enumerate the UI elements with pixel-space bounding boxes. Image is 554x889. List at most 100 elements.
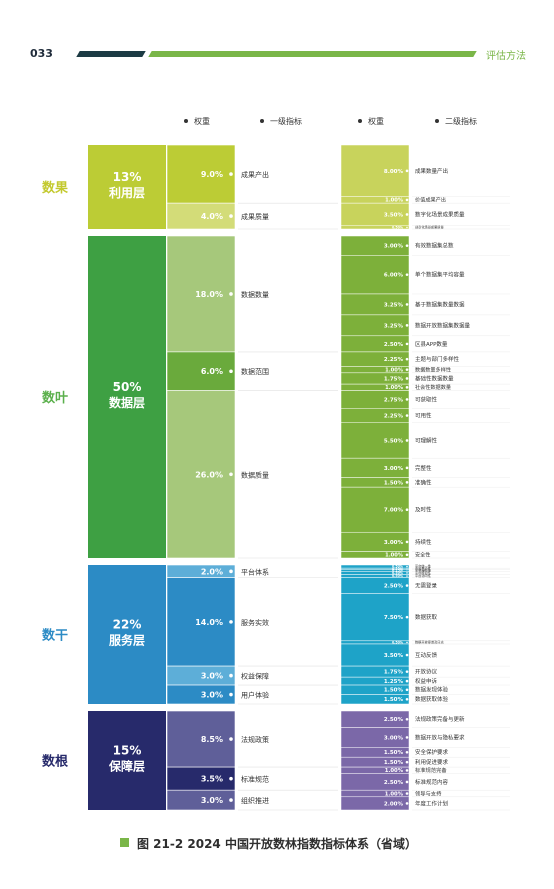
level2-block bbox=[340, 422, 410, 459]
layer-label: 数根 bbox=[42, 754, 69, 770]
level2-dot-icon bbox=[405, 508, 409, 512]
level1-weight: 9.0% bbox=[201, 170, 223, 179]
level2-name: 平台导航性 bbox=[415, 568, 432, 573]
level1-name: 法规政策 bbox=[241, 735, 269, 744]
level2-name: 基础性数据数量 bbox=[415, 374, 454, 382]
layer-weight: 15% bbox=[113, 744, 142, 758]
level2-dot-icon bbox=[405, 553, 409, 557]
layer-name: 利用层 bbox=[109, 185, 145, 200]
level2-dot-icon bbox=[405, 303, 409, 306]
level2-dot-icon bbox=[405, 377, 409, 380]
level2-weight: 2.50% bbox=[384, 583, 404, 589]
level2-weight: 1.00% bbox=[385, 198, 403, 204]
level1-dot-icon bbox=[229, 620, 233, 624]
level2-dot-icon bbox=[405, 750, 409, 754]
level2-dot-icon bbox=[405, 357, 409, 361]
level2-name: 数据发现体验 bbox=[415, 686, 449, 694]
layer-weight: 13% bbox=[113, 170, 142, 184]
level2-name: 平台协同性 bbox=[415, 573, 432, 578]
level2-block bbox=[340, 144, 410, 197]
level2-dot-icon bbox=[405, 481, 409, 484]
level2-dot-icon bbox=[405, 717, 409, 721]
level2-name: 可用性 bbox=[415, 411, 432, 419]
header-dot-icon bbox=[184, 119, 188, 123]
level2-dot-icon bbox=[405, 273, 409, 276]
level2-dot-icon bbox=[406, 641, 408, 644]
level2-name: 单个数据集平均容量 bbox=[415, 271, 465, 279]
level2-weight: 2.00% bbox=[384, 801, 404, 807]
layer-block bbox=[88, 565, 166, 704]
level2-name: 安全性 bbox=[415, 551, 430, 559]
level2-weight: 1.75% bbox=[384, 376, 404, 382]
level2-dot-icon bbox=[405, 368, 409, 371]
level2-weight: 0.25% bbox=[392, 569, 404, 573]
level1-block bbox=[166, 789, 236, 811]
level2-weight: 0.50% bbox=[392, 571, 404, 575]
level2-name: 平台集约性 bbox=[415, 566, 432, 571]
level1-block bbox=[166, 577, 236, 667]
column-header-weight2: 权重 bbox=[368, 116, 384, 126]
level1-block bbox=[166, 202, 236, 230]
level2-name: 基于数据集数量数据 bbox=[415, 300, 465, 308]
level2-weight: 3.50% bbox=[384, 653, 404, 659]
level2-name: 数据获取体验 bbox=[415, 695, 449, 703]
section-title: 评估方法 bbox=[486, 51, 526, 62]
level2-dot-icon bbox=[405, 736, 409, 739]
level1-dot-icon bbox=[229, 569, 233, 574]
level1-dot-icon bbox=[229, 369, 233, 374]
level2-weight: 1.00% bbox=[385, 768, 404, 774]
level1-weight: 3.5% bbox=[201, 775, 223, 784]
layer-name: 服务层 bbox=[109, 633, 145, 648]
level2-name: 创意化场景成果质量 bbox=[415, 225, 444, 230]
level2-dot-icon bbox=[405, 466, 409, 470]
level2-weight: 6.00% bbox=[384, 273, 404, 279]
level1-dot-icon bbox=[229, 472, 233, 477]
level1-dot-icon bbox=[229, 692, 233, 697]
level2-name: 持续性 bbox=[415, 538, 432, 546]
level2-dot-icon bbox=[405, 342, 409, 346]
level2-name: 权益申诉 bbox=[415, 677, 438, 685]
level2-dot-icon bbox=[405, 760, 409, 764]
level2-weight: 2.75% bbox=[384, 397, 404, 403]
level2-dot-icon bbox=[405, 679, 409, 683]
level2-name: 年度工作计划 bbox=[415, 799, 448, 807]
level1-weight: 3.0% bbox=[201, 672, 223, 681]
level2-name: 平台联动性 bbox=[415, 570, 432, 575]
level1-block bbox=[166, 684, 236, 705]
level2-name: 准确性 bbox=[415, 478, 432, 486]
level2-dot-icon bbox=[405, 324, 409, 327]
level1-dot-icon bbox=[229, 776, 233, 781]
level2-weight: 1.50% bbox=[384, 697, 404, 703]
level2-block bbox=[340, 694, 410, 705]
level2-weight: 3.25% bbox=[384, 302, 404, 308]
level2-dot-icon bbox=[406, 568, 408, 570]
layer-label: 数果 bbox=[42, 180, 68, 196]
level2-name: 价值成果产出 bbox=[415, 196, 446, 204]
layer-block bbox=[88, 711, 166, 810]
level2-dot-icon bbox=[405, 198, 409, 202]
level2-name: 数字化场景成果质量 bbox=[415, 210, 465, 218]
level1-block bbox=[166, 390, 236, 559]
level2-dot-icon bbox=[405, 540, 409, 544]
level1-weight: 6.0% bbox=[201, 367, 223, 376]
level1-name: 数据质量 bbox=[241, 470, 269, 479]
layer-weight: 22% bbox=[113, 618, 142, 632]
level2-weight: 3.25% bbox=[384, 323, 404, 329]
column-header-level1: 一级指标 bbox=[270, 116, 302, 126]
level1-name: 标准规范 bbox=[241, 775, 269, 784]
layer-block bbox=[88, 236, 166, 558]
header-dot-icon bbox=[435, 119, 439, 123]
figure-caption: 图 21-2 2024 中国开放数林指数指标体系（省域） bbox=[137, 837, 417, 851]
level1-weight: 26.0% bbox=[195, 470, 223, 479]
level2-dot-icon bbox=[405, 169, 409, 173]
level2-name: 数据开放渠道及日志 bbox=[415, 640, 444, 645]
level2-dot-icon bbox=[405, 653, 409, 657]
level2-block bbox=[340, 551, 410, 559]
level2-weight: 0.50% bbox=[392, 641, 404, 645]
level2-dot-icon bbox=[406, 572, 408, 574]
level2-name: 数据数量多样性 bbox=[415, 365, 451, 373]
level2-weight: 7.00% bbox=[384, 508, 404, 514]
level2-dot-icon bbox=[405, 670, 409, 673]
page-number: 033 bbox=[30, 47, 53, 60]
level2-weight: 8.00% bbox=[384, 169, 404, 175]
